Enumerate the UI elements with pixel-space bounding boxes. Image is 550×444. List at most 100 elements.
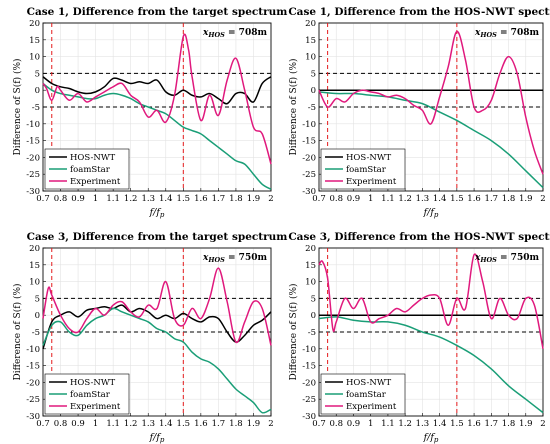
x-tick-label: 1.6 [467,194,481,204]
y-tick-label: -10 [26,120,40,130]
x-tick-label: 1.6 [194,194,208,204]
x-tick-label: 1.1 [381,194,395,204]
y-tick-label: -15 [26,362,40,372]
y-tick-label: -30 [26,187,40,197]
x-tick-label: 1.5 [177,419,191,429]
x-tick-label: 1.8 [229,194,243,204]
x-tick-label: 1.5 [450,419,464,429]
legend-label: Experiment [346,402,397,412]
y-axis-label: Difference of S(f) (%) [288,58,299,155]
y-tick-label: -10 [302,345,316,355]
x-tick-label: 2 [540,194,545,204]
x-axis-label: f/fp [149,432,165,444]
series-line [318,316,544,414]
y-tick-label: -30 [26,412,40,422]
x-tick-label: 1.1 [381,419,395,429]
y-tick-label: 0 [35,311,40,321]
y-tick-label: -20 [302,378,316,388]
chart-title: Case 1, Difference from the target spect… [27,6,288,18]
legend-box [320,148,406,190]
y-tick-label: -25 [26,170,40,180]
legend-label: foamStar [346,390,387,400]
position-annotation: xHOS = 750m [474,253,539,264]
x-tick-label: 1.9 [247,194,261,204]
y-tick-label: -5 [32,103,40,113]
x-tick-label: 1 [93,419,98,429]
y-tick-label: 20 [305,244,316,254]
x-tick-label: 0.8 [329,419,343,429]
x-tick-label: 2 [268,194,273,204]
x-tick-label: 1.5 [450,194,464,204]
chart-title: Case 3, Difference from the target spect… [27,231,288,243]
legend-label: Experiment [346,177,397,187]
y-tick-label: -25 [302,395,316,405]
y-tick-label: -20 [26,153,40,163]
y-tick-label: -10 [302,120,316,130]
x-tick-label: 1.2 [398,419,412,429]
x-tick-label: 1.4 [433,194,447,204]
x-tick-label: 1.7 [485,194,499,204]
chart-title: Case 3, Difference from the HOS-NWT spec… [288,231,550,243]
x-axis-label: f/fp [149,207,165,219]
x-tick-label: 1.6 [194,419,208,429]
y-tick-label: 5 [35,69,40,79]
y-tick-label: 15 [29,261,40,271]
x-tick-label: 1 [93,194,98,204]
legend-label: HOS-NWT [346,378,392,388]
y-tick-label: -5 [308,103,316,113]
y-tick-label: 0 [35,86,40,96]
legend-label: Experiment [70,177,121,187]
x-axis-label: f/fp [423,207,439,219]
x-tick-label: 1.4 [433,419,447,429]
y-tick-label: 10 [305,278,316,288]
y-axis-label: Difference of S(f) (%) [12,58,23,155]
x-tick-label: 1.7 [212,419,226,429]
chart-title: Case 1, Difference from the HOS-NWT spec… [288,6,550,18]
series-line [42,33,272,165]
series-line [42,267,272,346]
y-axis-label: Difference of S(f) (%) [12,283,23,380]
series-line [42,76,272,105]
x-tick-label: 1.9 [519,194,533,204]
x-tick-label: 1.2 [398,194,412,204]
y-tick-label: -10 [26,345,40,355]
position-annotation: xHOS = 750m [202,253,267,264]
y-tick-label: 15 [305,36,316,46]
x-tick-label: 0.9 [347,419,361,429]
x-tick-label: 1.8 [502,194,516,204]
y-tick-label: -15 [302,137,316,147]
x-tick-label: 0.7 [312,419,326,429]
x-tick-label: 0.8 [54,419,68,429]
x-tick-label: 1.9 [247,419,261,429]
x-tick-label: 1 [368,194,373,204]
legend-label: Experiment [70,402,121,412]
y-tick-label: -5 [32,328,40,338]
x-tick-label: 0.8 [54,194,68,204]
x-tick-label: 1.8 [502,419,516,429]
y-tick-label: -5 [308,328,316,338]
y-tick-label: 5 [311,69,316,79]
x-tick-label: 2 [540,419,545,429]
x-tick-label: 1.6 [467,419,481,429]
x-tick-label: 0.9 [71,194,85,204]
position-annotation: xHOS = 708m [474,28,539,39]
x-tick-label: 0.8 [329,194,343,204]
x-tick-label: 0.7 [312,194,326,204]
legend-label: foamStar [70,165,111,175]
y-tick-label: 0 [311,86,316,96]
legend-label: HOS-NWT [70,378,116,388]
y-tick-label: 10 [29,53,40,63]
y-tick-label: 5 [311,294,316,304]
x-tick-label: 1.3 [416,419,430,429]
x-tick-label: 0.7 [36,194,50,204]
x-tick-label: 1.7 [212,194,226,204]
y-tick-label: -15 [302,362,316,372]
series-line [318,30,544,175]
x-tick-label: 1.3 [141,419,155,429]
x-tick-label: 1 [368,419,373,429]
y-axis-label: Difference of S(f) (%) [288,283,299,380]
